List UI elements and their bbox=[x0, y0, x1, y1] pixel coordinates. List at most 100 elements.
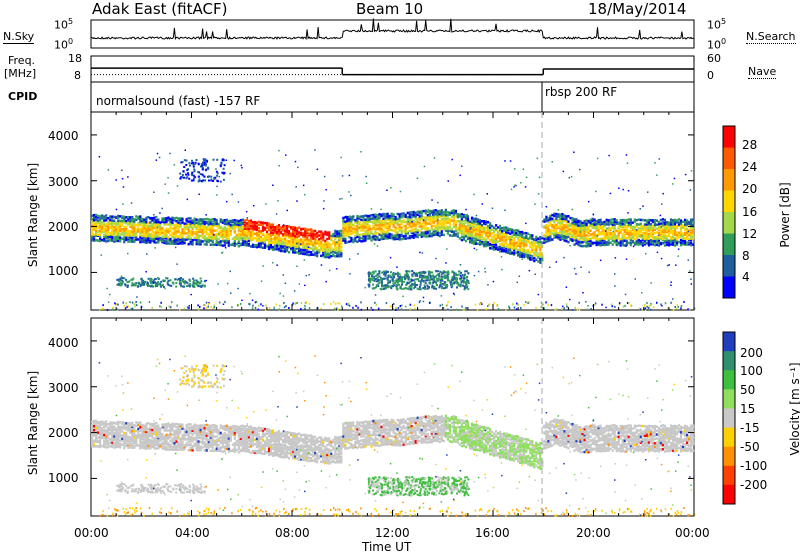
data-cell bbox=[358, 233, 361, 237]
data-cell bbox=[443, 281, 446, 283]
data-cell bbox=[95, 232, 98, 236]
data-cell bbox=[517, 244, 520, 247]
data-cell bbox=[183, 227, 186, 230]
data-cell bbox=[129, 222, 132, 225]
data-cell bbox=[131, 278, 134, 281]
data-cell bbox=[95, 435, 98, 438]
noise-left-tick-bottom: 100 bbox=[54, 37, 74, 52]
data-cell bbox=[629, 218, 632, 221]
data-cell bbox=[241, 232, 244, 236]
data-cell bbox=[154, 247, 156, 249]
data-cell bbox=[416, 229, 419, 232]
data-cell bbox=[119, 442, 122, 445]
data-cell bbox=[152, 279, 155, 282]
data-cell bbox=[374, 213, 377, 216]
data-cell bbox=[478, 229, 482, 233]
data-cell bbox=[328, 235, 331, 238]
velocity-ytick-1000: 1000 bbox=[48, 471, 79, 485]
data-cell bbox=[193, 286, 196, 288]
data-cell bbox=[354, 238, 357, 242]
data-cell bbox=[374, 221, 377, 225]
data-cell bbox=[627, 221, 630, 224]
data-cell bbox=[671, 219, 675, 222]
data-cell bbox=[495, 224, 498, 227]
data-cell bbox=[183, 230, 186, 233]
data-cell bbox=[111, 235, 114, 238]
data-cell bbox=[281, 229, 285, 232]
data-cell bbox=[386, 222, 389, 225]
data-cell bbox=[623, 233, 626, 236]
data-cell bbox=[376, 218, 379, 221]
data-cell bbox=[275, 246, 279, 249]
data-cell bbox=[127, 233, 130, 237]
data-cell bbox=[496, 304, 498, 307]
data-cell bbox=[675, 243, 679, 246]
data-cell bbox=[99, 431, 102, 434]
data-cell bbox=[505, 231, 508, 234]
data-cell bbox=[298, 252, 301, 255]
data-cell bbox=[243, 243, 246, 247]
data-cell bbox=[587, 219, 590, 223]
data-cell bbox=[125, 216, 128, 219]
data-cell bbox=[229, 219, 232, 223]
data-cell bbox=[501, 227, 504, 230]
data-cell bbox=[472, 230, 476, 234]
data-cell bbox=[454, 209, 457, 213]
data-cell bbox=[255, 239, 258, 242]
data-cell bbox=[99, 445, 102, 449]
data-cell bbox=[247, 244, 250, 247]
data-cell bbox=[101, 444, 104, 448]
data-cell bbox=[407, 277, 410, 280]
data-cell bbox=[243, 225, 246, 229]
data-cell bbox=[338, 232, 341, 235]
data-cell bbox=[312, 234, 315, 238]
data-cell bbox=[645, 221, 648, 224]
data-cell bbox=[484, 267, 486, 270]
data-cell bbox=[529, 236, 532, 239]
data-cell bbox=[112, 306, 114, 309]
data-cell bbox=[521, 255, 524, 258]
data-cell bbox=[344, 216, 347, 219]
data-cell bbox=[521, 237, 524, 240]
data-cell bbox=[501, 245, 504, 249]
data-cell bbox=[223, 219, 226, 222]
data-cell bbox=[191, 162, 193, 165]
data-cell bbox=[412, 215, 415, 218]
data-cell bbox=[472, 228, 476, 232]
data-cell bbox=[348, 191, 350, 193]
data-cell bbox=[122, 301, 124, 304]
data-cell bbox=[404, 234, 407, 237]
data-cell bbox=[121, 178, 124, 180]
data-cell bbox=[308, 240, 311, 244]
data-cell bbox=[91, 230, 94, 233]
data-cell bbox=[288, 240, 291, 243]
data-cell bbox=[153, 235, 156, 238]
data-cell bbox=[577, 225, 580, 229]
data-cell bbox=[378, 238, 381, 241]
data-cell bbox=[360, 151, 362, 153]
data-cell bbox=[523, 248, 526, 252]
data-cell bbox=[316, 235, 319, 238]
data-cell bbox=[298, 243, 301, 246]
data-cell bbox=[487, 221, 490, 224]
data-cell bbox=[667, 229, 671, 232]
data-cell bbox=[599, 225, 602, 228]
data-cell bbox=[320, 230, 323, 233]
data-cell bbox=[296, 230, 299, 233]
data-cell bbox=[381, 271, 384, 274]
data-cell bbox=[413, 287, 416, 290]
data-cell bbox=[115, 225, 118, 229]
data-cell bbox=[191, 223, 194, 226]
data-cell bbox=[581, 233, 584, 236]
data-cell bbox=[141, 236, 144, 240]
data-cell bbox=[655, 243, 658, 246]
data-cell bbox=[631, 228, 634, 232]
data-cell bbox=[450, 286, 453, 289]
data-cell bbox=[507, 246, 510, 249]
data-cell bbox=[617, 226, 620, 230]
data-cell bbox=[91, 442, 94, 445]
data-cell bbox=[165, 277, 168, 280]
data-cell bbox=[673, 222, 677, 226]
data-cell bbox=[478, 237, 482, 240]
data-cell bbox=[462, 238, 466, 241]
